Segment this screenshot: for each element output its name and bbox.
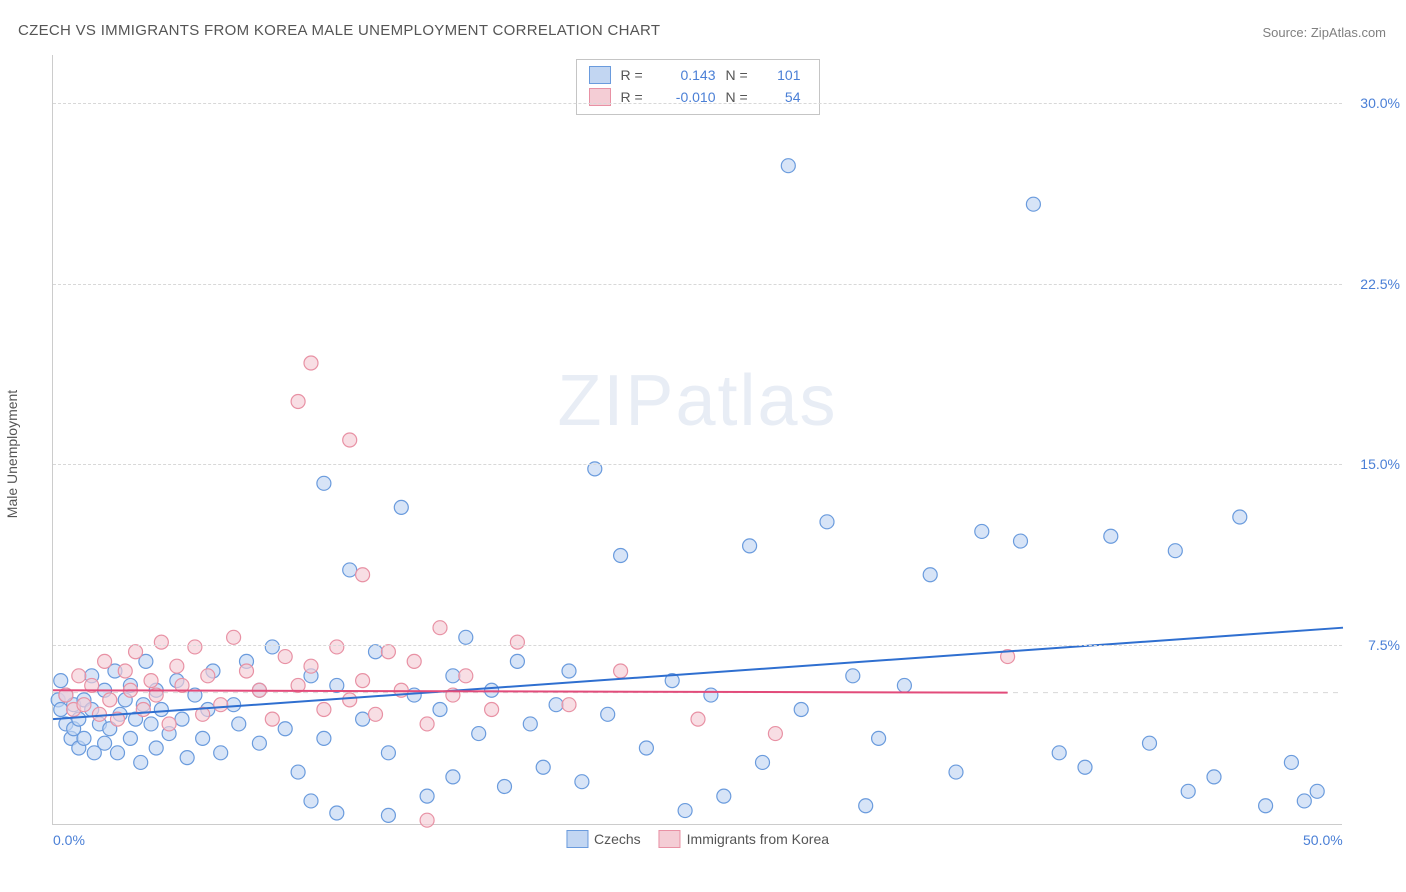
gridline-h [53,645,1342,646]
chart-svg [53,55,1342,824]
stat-r-label: R = [621,67,651,83]
y-tick-label: 30.0% [1360,95,1400,111]
gridline-h [53,464,1342,465]
stats-legend: R = 0.143 N = 101 R =-0.010N =54 [576,59,820,115]
plot-area: ZIPatlas R =0.143N =101R =-0.010N =54 Cz… [52,55,1342,825]
legend-swatch [659,830,681,848]
x-tick-label: 0.0% [53,832,85,848]
legend-swatch [589,66,611,84]
gridline-h [53,284,1342,285]
gridline-h [53,103,1342,104]
bottom-legend: Czechs Immigrants from Korea [566,830,829,848]
stats-row: R =-0.010N =54 [589,86,801,108]
legend-item: Czechs [566,830,641,848]
legend-swatch [566,830,588,848]
y-tick-label: 22.5% [1360,276,1400,292]
x-tick-label: 50.0% [1303,832,1343,848]
stat-r-value: 0.143 [661,67,716,83]
legend-label: Czechs [594,831,641,847]
stat-n-value: 101 [766,67,801,83]
legend-label: Immigrants from Korea [687,831,829,847]
legend-item: Immigrants from Korea [659,830,829,848]
y-tick-label: 7.5% [1368,637,1400,653]
chart-title: CZECH VS IMMIGRANTS FROM KOREA MALE UNEM… [18,22,660,39]
stats-row: R = 0.143 N = 101 [589,64,801,86]
y-axis-label: Male Unemployment [4,390,20,518]
y-tick-label: 15.0% [1360,456,1400,472]
stat-n-label: N = [726,67,756,83]
source-attribution: Source: ZipAtlas.com [1262,25,1386,40]
